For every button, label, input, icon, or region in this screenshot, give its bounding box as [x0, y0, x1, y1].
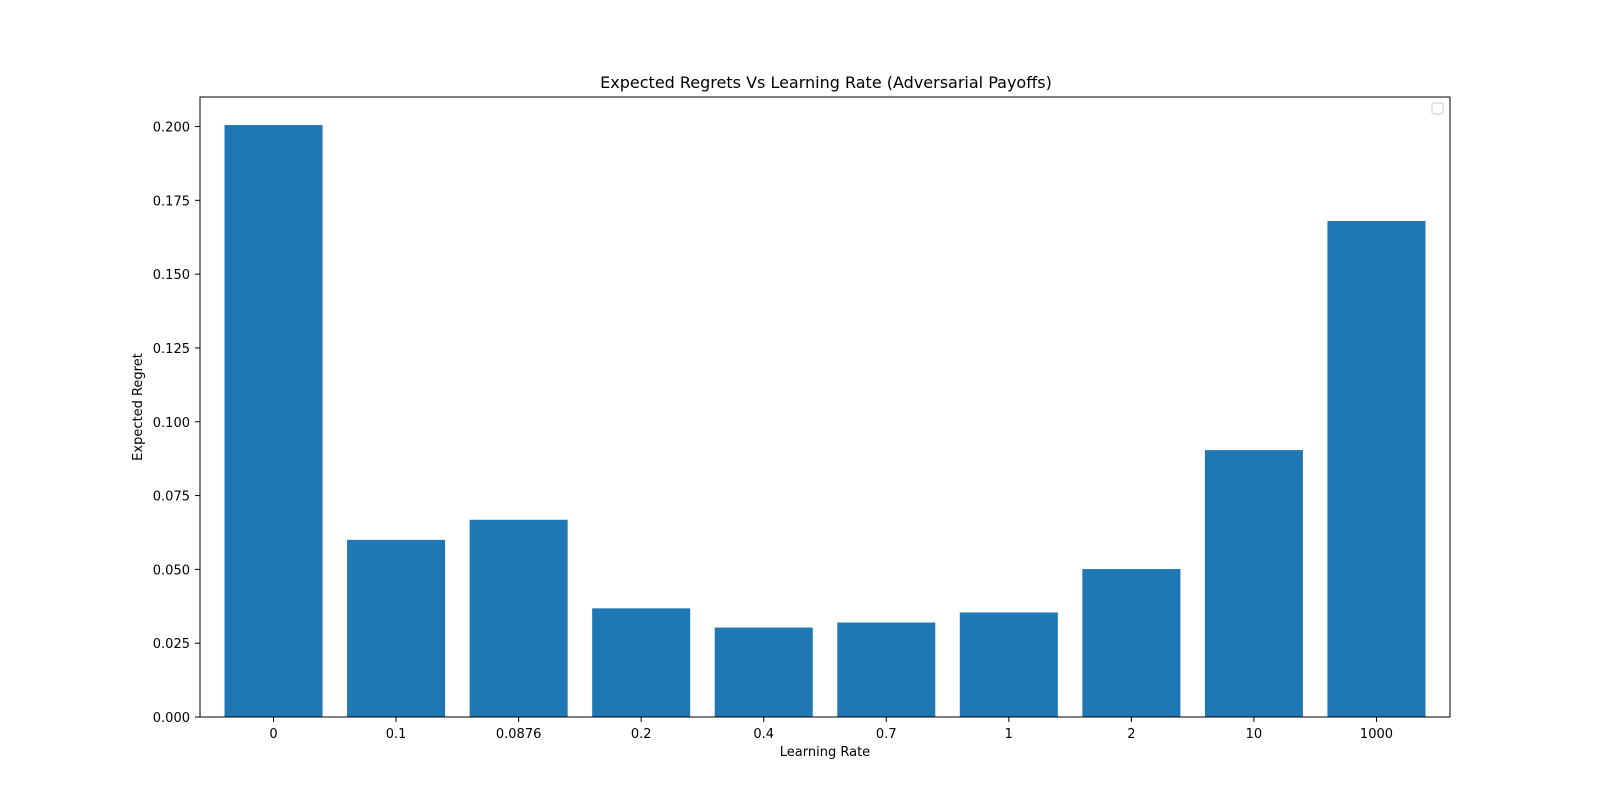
x-tick-label: 0.0876: [496, 727, 542, 742]
bar-0.2: [592, 608, 691, 717]
x-tick-label: 2: [1127, 727, 1135, 742]
y-tick-label: 0.000: [153, 711, 190, 726]
y-tick-label: 0.125: [153, 342, 190, 357]
bar-10: [1204, 450, 1303, 717]
x-tick-label: 0: [269, 727, 277, 742]
x-tick-label: 0.4: [753, 727, 774, 742]
bar-1: [959, 612, 1058, 717]
y-tick-label: 0.200: [153, 121, 190, 136]
legend-box: [1431, 102, 1444, 115]
bar-2: [1082, 569, 1181, 717]
plot-frame: [199, 96, 1451, 718]
x-tick-label: 0.7: [876, 727, 897, 742]
x-tick-label: 10: [1246, 727, 1263, 742]
y-tick-label: 0.150: [153, 268, 190, 283]
y-tick-label: 0.175: [153, 194, 190, 209]
y-tick-label: 0.100: [153, 416, 190, 431]
x-tick-label: 0.1: [386, 727, 407, 742]
plot-area: 0 0.1 0.0876 0.2 0.4 0.7 1 2 10 1000 0.000 0.025 0.0…: [153, 121, 1426, 742]
x-axis-label: Learning Rate: [780, 745, 870, 760]
bar-0: [224, 125, 323, 718]
bar-1000: [1327, 221, 1426, 717]
bar-0.0876: [469, 519, 568, 717]
x-tick-label: 1: [1005, 727, 1013, 742]
bar-0.1: [347, 539, 446, 717]
bar-0.4: [714, 627, 813, 717]
chart-title: Expected Regrets Vs Learning Rate (Adver…: [600, 73, 1052, 92]
bar-0.7: [837, 622, 936, 717]
y-tick-label: 0.025: [153, 637, 190, 652]
y-tick-label: 0.075: [153, 490, 190, 505]
x-tick-label: 1000: [1360, 727, 1393, 742]
x-tick-label: 0.2: [631, 727, 652, 742]
y-axis-label: Expected Regret: [131, 353, 146, 461]
y-tick-label: 0.050: [153, 563, 190, 578]
